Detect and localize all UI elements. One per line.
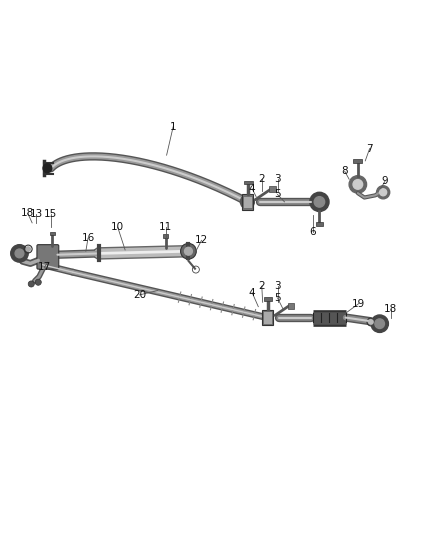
Bar bbox=[269, 186, 276, 192]
Text: 3: 3 bbox=[274, 281, 281, 291]
Bar bbox=[244, 196, 252, 208]
Text: 13: 13 bbox=[30, 209, 43, 219]
Text: 1: 1 bbox=[170, 122, 177, 132]
Circle shape bbox=[240, 195, 254, 209]
Bar bbox=[49, 231, 55, 235]
Circle shape bbox=[369, 320, 373, 324]
Text: 2: 2 bbox=[258, 174, 265, 184]
Circle shape bbox=[35, 279, 41, 285]
Text: 4: 4 bbox=[249, 288, 255, 298]
Text: 11: 11 bbox=[159, 222, 173, 232]
Bar bbox=[244, 181, 253, 184]
Bar bbox=[263, 311, 272, 324]
Text: 18: 18 bbox=[384, 304, 397, 314]
Text: 5: 5 bbox=[274, 293, 281, 303]
Text: 10: 10 bbox=[111, 222, 124, 232]
Text: 2: 2 bbox=[258, 281, 265, 291]
Text: 8: 8 bbox=[342, 166, 348, 176]
Circle shape bbox=[353, 180, 363, 189]
Circle shape bbox=[26, 247, 30, 251]
Text: 6: 6 bbox=[310, 227, 316, 237]
Bar bbox=[353, 159, 362, 163]
Circle shape bbox=[244, 198, 251, 205]
Circle shape bbox=[375, 319, 385, 328]
Text: 18: 18 bbox=[21, 208, 35, 218]
Bar bbox=[242, 194, 254, 210]
Text: 15: 15 bbox=[44, 209, 57, 219]
Circle shape bbox=[43, 164, 52, 173]
Circle shape bbox=[349, 176, 367, 193]
Circle shape bbox=[15, 249, 24, 258]
Text: 4: 4 bbox=[249, 184, 255, 194]
Circle shape bbox=[184, 247, 192, 255]
Text: 19: 19 bbox=[352, 298, 365, 309]
Bar bbox=[288, 303, 294, 309]
Text: 5: 5 bbox=[274, 189, 281, 199]
Circle shape bbox=[380, 189, 387, 196]
Text: 17: 17 bbox=[38, 262, 51, 272]
Text: 3: 3 bbox=[274, 174, 281, 184]
FancyBboxPatch shape bbox=[37, 245, 59, 269]
Text: 7: 7 bbox=[366, 143, 373, 154]
Circle shape bbox=[11, 245, 28, 262]
Text: 20: 20 bbox=[133, 290, 146, 300]
Text: 12: 12 bbox=[195, 235, 208, 245]
Bar bbox=[163, 234, 168, 238]
Bar bbox=[316, 222, 323, 227]
Circle shape bbox=[180, 244, 196, 259]
Bar bbox=[264, 297, 272, 301]
Circle shape bbox=[371, 315, 389, 333]
Circle shape bbox=[314, 197, 325, 207]
Bar bbox=[262, 310, 273, 326]
Text: 9: 9 bbox=[381, 176, 388, 187]
Circle shape bbox=[310, 192, 329, 212]
Circle shape bbox=[28, 281, 34, 287]
Circle shape bbox=[377, 185, 390, 199]
Text: 16: 16 bbox=[81, 233, 95, 243]
